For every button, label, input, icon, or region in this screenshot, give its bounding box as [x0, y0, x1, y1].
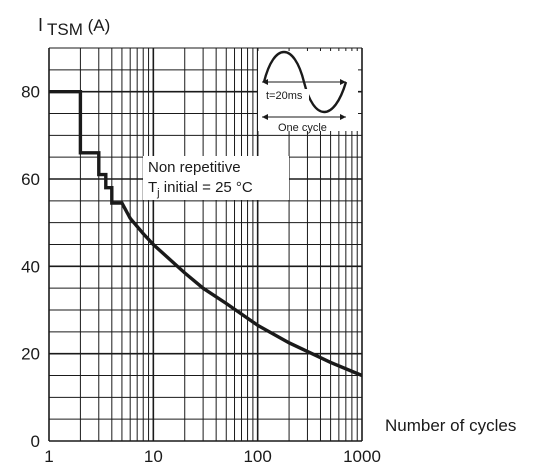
- annotation-line-2-prefix: T: [148, 179, 157, 196]
- half-period-arrowhead-right: [340, 79, 346, 85]
- half-period-arrowhead-left: [262, 79, 268, 85]
- period-label: t=20ms: [266, 90, 303, 102]
- y-axis-title-prefix: I: [38, 15, 43, 35]
- period-label-background: [265, 89, 309, 101]
- cycle-arrowhead-right: [340, 114, 346, 120]
- series-line: [49, 90, 363, 378]
- cycle-label: One cycle: [278, 122, 327, 134]
- y-axis-ticks: 0 20 40 60 80: [21, 83, 40, 451]
- x-tick-label: 1: [44, 447, 53, 466]
- annotation-line-1: Non repetitive: [148, 159, 241, 176]
- annotation-line-2-suffix: initial = 25 °C: [160, 179, 253, 196]
- y-axis-title-subscript: TSM: [47, 20, 83, 39]
- annotation-line-2-subscript: j: [156, 187, 159, 199]
- y-tick-label: 80: [21, 83, 40, 102]
- x-tick-label: 10: [144, 447, 163, 466]
- y-tick-label: 40: [21, 257, 40, 276]
- annotation-line-2: Tj initial = 25 °C: [148, 179, 253, 199]
- waveform-inset: t=20ms One cycle: [258, 51, 358, 134]
- x-axis-ticks: 1 10 100 1000: [44, 447, 381, 466]
- x-tick-label: 100: [243, 447, 271, 466]
- cycle-arrowhead-left: [262, 114, 268, 120]
- y-tick-label: 60: [21, 170, 40, 189]
- y-tick-label: 0: [31, 432, 40, 451]
- x-axis-title: Number of cycles: [385, 416, 516, 435]
- y-axis-title: I TSM (A): [38, 15, 110, 39]
- annotation-background: [143, 156, 289, 200]
- y-axis-title-unit: (A): [83, 16, 110, 35]
- y-tick-label: 20: [21, 345, 40, 364]
- x-tick-label: 1000: [343, 447, 381, 466]
